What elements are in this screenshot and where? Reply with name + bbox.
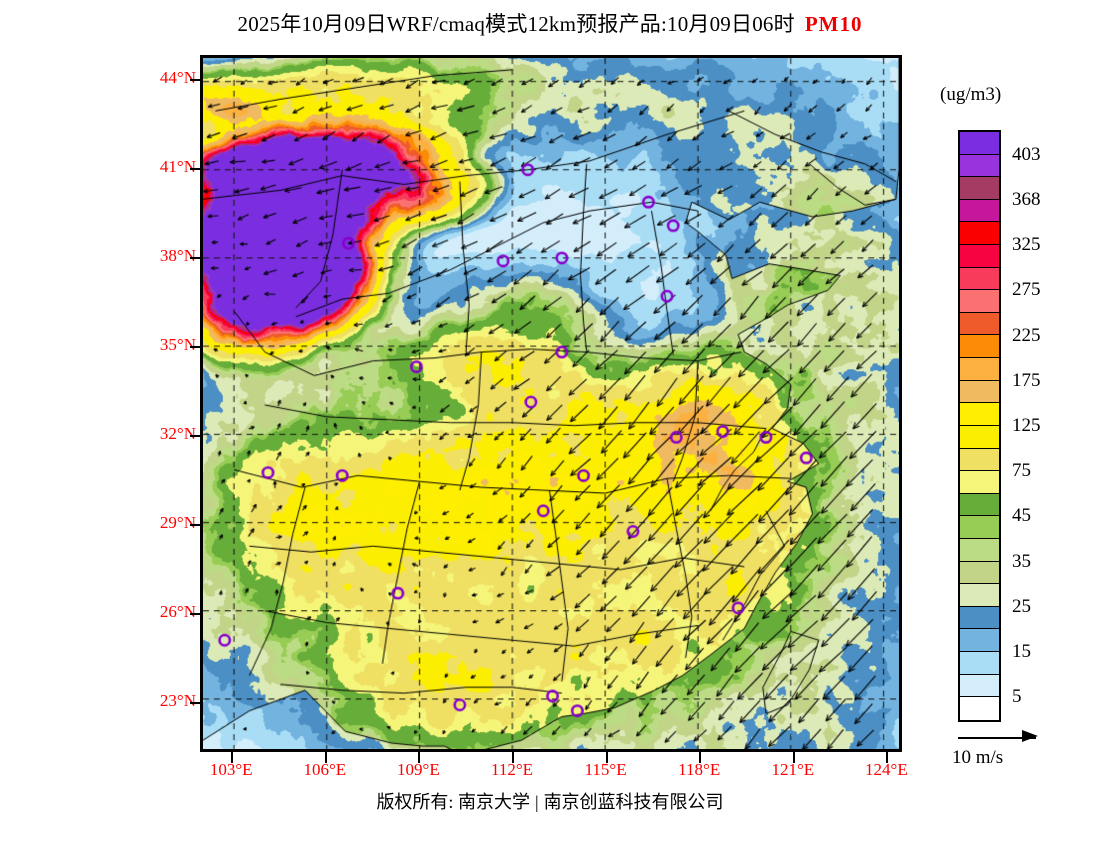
lon-label-115: 115°E [584, 760, 627, 779]
lat-label-35: 35°N [159, 334, 196, 354]
colorbar-band-24 [960, 674, 999, 698]
colorbar-band-10 [960, 358, 999, 381]
colorbar-label-35: 35 [1012, 550, 1031, 572]
copyright-separator: | [534, 792, 539, 812]
colorbar-band-14 [960, 448, 999, 472]
colorbar-band-21 [960, 606, 999, 630]
lat-tick-35 [190, 345, 201, 348]
colorbar-band-22 [960, 629, 999, 653]
colorbar-band-7 [960, 290, 999, 313]
lon-label-106: 106°E [303, 760, 347, 779]
lon-label-112: 112°E [490, 760, 534, 779]
lon-label-103: 103°E [209, 760, 253, 779]
colorbar-band-15 [960, 471, 999, 494]
lat-tick-26 [190, 612, 201, 615]
lat-tick-44 [190, 78, 201, 81]
forecast-map[interactable] [200, 55, 902, 752]
pm10-concentration-canvas [203, 58, 899, 749]
lon-tick-106 [324, 752, 327, 763]
colorbar-label-5: 5 [1012, 686, 1022, 708]
colorbar-band-19 [960, 561, 999, 585]
lat-tick-38 [190, 256, 201, 259]
colorbar-band-17 [960, 516, 999, 539]
colorbar-band-6 [960, 267, 999, 291]
colorbar-band-8 [960, 312, 999, 336]
colorbar-band-12 [960, 403, 999, 426]
colorbar-label-275: 275 [1012, 279, 1041, 301]
title-species: PM10 [804, 12, 863, 36]
wind-arrow-icon [952, 728, 1092, 748]
colorbar-band-16 [960, 493, 999, 517]
lon-tick-121 [792, 752, 795, 763]
lat-label-41: 41°N [159, 156, 196, 176]
page-title: 2025年10月09日WRF/cmaq模式12km预报产品:10月09日06时 P… [0, 8, 1100, 38]
copyright-notice: 版权所有: 南京大学 | 南京创蓝科技有限公司 [0, 788, 1100, 814]
colorbar-band-4 [960, 222, 999, 246]
colorbar-band-11 [960, 380, 999, 404]
lat-label-29: 29°N [159, 512, 196, 532]
colorbar-band-1 [960, 154, 999, 178]
colorbar-unit: (ug/m3) [940, 84, 1002, 105]
colorbar-label-75: 75 [1012, 460, 1031, 482]
colorbar-band-13 [960, 425, 999, 449]
lon-label-124: 124°E [865, 760, 908, 779]
colorbar-band-18 [960, 538, 999, 562]
colorbar-label-225: 225 [1012, 324, 1041, 346]
colorbar-label-368: 368 [1012, 188, 1041, 210]
lon-tick-109 [418, 752, 421, 763]
lat-label-32: 32°N [159, 423, 196, 443]
colorbar-label-15: 15 [1012, 641, 1031, 663]
colorbar-band-25 [960, 697, 999, 720]
colorbar [958, 130, 1001, 722]
colorbar-label-403: 403 [1012, 143, 1041, 165]
lon-label-118: 118°E [678, 760, 721, 779]
colorbar-band-2 [960, 177, 999, 200]
lat-tick-41 [190, 167, 201, 170]
colorbar-band-0 [960, 132, 999, 155]
lat-label-44: 44°N [159, 67, 196, 87]
colorbar-band-5 [960, 245, 999, 268]
copyright-right: 南京创蓝科技有限公司 [543, 792, 724, 812]
lon-tick-124 [886, 752, 889, 763]
title-text: 2025年10月09日WRF/cmaq模式12km预报产品:10月09日06时 [237, 12, 795, 36]
colorbar-label-325: 325 [1012, 234, 1041, 256]
lon-label-109: 109°E [397, 760, 440, 779]
lat-tick-23 [190, 701, 201, 704]
wind-key-label: 10 m/s [952, 747, 1004, 768]
lon-tick-118 [699, 752, 702, 763]
colorbar-band-20 [960, 584, 999, 607]
copyright-left: 版权所有: 南京大学 [376, 792, 530, 812]
lat-tick-32 [190, 434, 201, 437]
colorbar-band-3 [960, 199, 999, 223]
lat-label-26: 26°N [159, 601, 196, 621]
lon-tick-103 [231, 752, 234, 763]
lat-tick-29 [190, 523, 201, 526]
colorbar-label-25: 25 [1012, 595, 1031, 617]
colorbar-band-9 [960, 335, 999, 359]
lon-tick-115 [605, 752, 608, 763]
wind-vector-key: 10 m/s [952, 728, 1092, 769]
colorbar-label-125: 125 [1012, 415, 1041, 436]
colorbar-band-23 [960, 652, 999, 675]
lon-tick-112 [512, 752, 514, 763]
colorbar-label-45: 45 [1012, 505, 1031, 527]
colorbar-label-175: 175 [1012, 369, 1041, 391]
lon-label-121: 121°E [771, 760, 815, 779]
lat-label-23: 23°N [159, 690, 196, 710]
lat-label-38: 38°N [159, 245, 196, 265]
